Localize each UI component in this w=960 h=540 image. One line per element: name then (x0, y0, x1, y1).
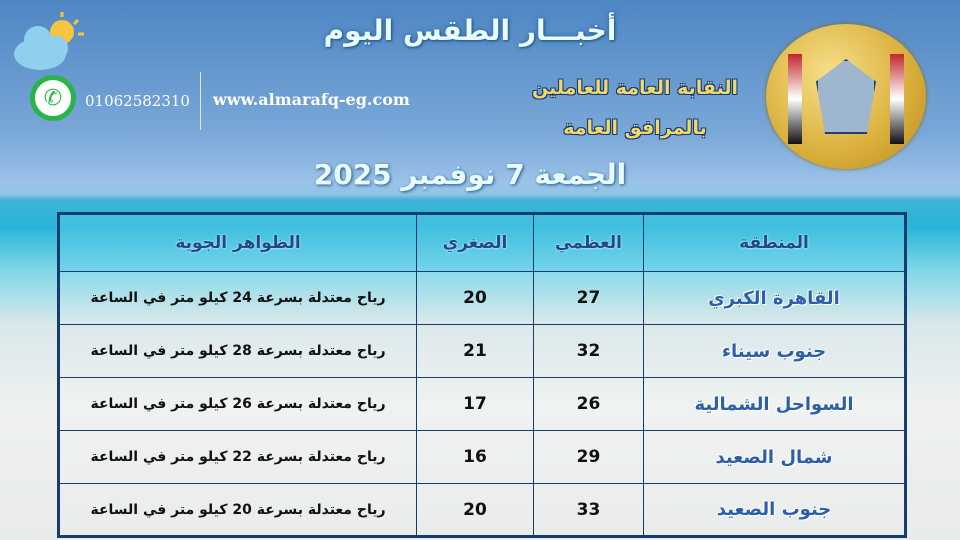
table-row: جنوب الصعيد 33 20 رياح معتدلة بسرعة 20 كيلو… (58, 483, 906, 537)
phone-number: 01062582310 (85, 92, 190, 110)
weather: رياح معتدلة بسرعة 22 كيلو متر في الساعة (58, 430, 417, 484)
page-title: أخبـــار الطقس اليوم (323, 14, 617, 47)
min-temp: 16 (416, 430, 534, 484)
divider (200, 72, 201, 130)
max-temp: 33 (533, 483, 644, 537)
weather-table: المنطقة العظمي الصغري الظواهر الجوية الق… (57, 212, 907, 538)
union-logo (766, 24, 926, 169)
table-row: السواحل الشمالية 26 17 رياح معتدلة بسرعة 26… (58, 377, 906, 431)
col-min: الصغري (416, 213, 534, 272)
weather: رياح معتدلة بسرعة 20 كيلو متر في الساعة (58, 483, 417, 537)
table-row: شمال الصعيد 29 16 رياح معتدلة بسرعة 22 كيلو… (58, 430, 906, 484)
min-temp: 20 (416, 271, 534, 325)
region: القاهرة الكبري (643, 271, 906, 325)
weather: رياح معتدلة بسرعة 28 كيلو متر في الساعة (58, 324, 417, 378)
website-link[interactable]: www.almarafq-eg.com (213, 90, 410, 109)
min-temp: 21 (416, 324, 534, 378)
region: السواحل الشمالية (643, 377, 906, 431)
col-region: المنطقة (643, 213, 906, 272)
col-weather: الظواهر الجوية (58, 213, 417, 272)
max-temp: 29 (533, 430, 644, 484)
organization-name: النقابة العامة للعاملين بالمرافق العامة (520, 68, 750, 148)
org-line-2: بالمرافق العامة (563, 117, 707, 139)
max-temp: 27 (533, 271, 644, 325)
max-temp: 26 (533, 377, 644, 431)
whatsapp-icon: ✆ (30, 75, 76, 121)
region: جنوب الصعيد (643, 483, 906, 537)
table-header: المنطقة العظمي الصغري الظواهر الجوية (58, 213, 906, 272)
min-temp: 17 (416, 377, 534, 431)
date-heading: الجمعة 7 نوفمبر 2025 (313, 158, 627, 191)
max-temp: 32 (533, 324, 644, 378)
region: شمال الصعيد (643, 430, 906, 484)
col-max: العظمي (533, 213, 644, 272)
table-row: جنوب سيناء 32 21 رياح معتدلة بسرعة 28 كيلو … (58, 324, 906, 378)
org-line-1: النقابة العامة للعاملين (531, 77, 738, 99)
region: جنوب سيناء (643, 324, 906, 378)
weather-cloud-sun-icon (14, 12, 84, 70)
min-temp: 20 (416, 483, 534, 537)
weather: رياح معتدلة بسرعة 24 كيلو متر في الساعة (58, 271, 417, 325)
table-row: القاهرة الكبري 27 20 رياح معتدلة بسرعة 24 ك… (58, 271, 906, 325)
weather: رياح معتدلة بسرعة 26 كيلو متر في الساعة (58, 377, 417, 431)
